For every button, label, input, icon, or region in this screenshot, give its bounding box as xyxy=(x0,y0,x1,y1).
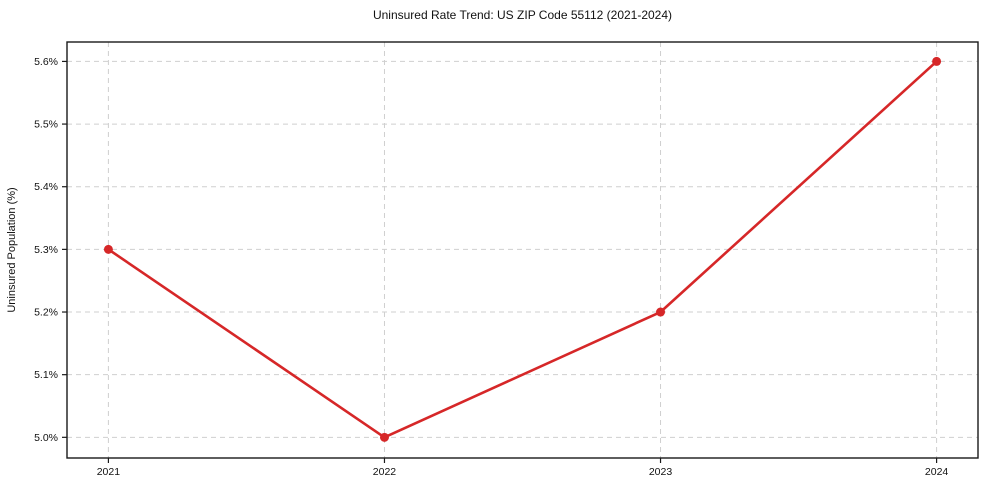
y-tick-label: 5.3% xyxy=(34,244,58,256)
x-tick-label: 2023 xyxy=(649,466,673,478)
x-tick-label: 2021 xyxy=(97,466,121,478)
x-tick-label: 2024 xyxy=(925,466,949,478)
data-point-marker xyxy=(932,56,942,66)
plot-area: 2021 2022 2023 2024 5.0% 5.1% 5.2% 5.3% 5.4% 5.5%… xyxy=(34,41,979,478)
plot-border xyxy=(66,41,979,459)
chart-title: Uninsured Rate Trend: US ZIP Code 55112 … xyxy=(372,8,673,22)
data-point-marker xyxy=(656,307,666,317)
y-axis-label: Uninsured Population (%) xyxy=(6,187,18,312)
x-tick-label: 2022 xyxy=(373,466,397,478)
data-point-marker xyxy=(379,432,389,442)
y-tick-label: 5.0% xyxy=(34,432,58,444)
trend-line xyxy=(107,60,938,439)
y-tick-label: 5.4% xyxy=(34,181,58,193)
data-point-marker xyxy=(103,244,113,254)
y-tick-label: 5.2% xyxy=(34,307,58,319)
y-tick-label: 5.5% xyxy=(34,119,58,131)
y-tick-label: 5.6% xyxy=(34,56,58,68)
y-tick-label: 5.1% xyxy=(34,369,58,381)
